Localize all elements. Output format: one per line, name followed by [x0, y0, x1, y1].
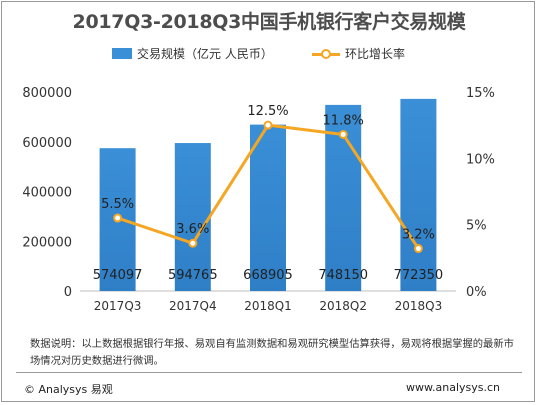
x-tick-label: 2017Q4 — [169, 299, 217, 313]
y-right-tick-label: 10% — [466, 152, 495, 167]
bar-value-label: 594765 — [168, 268, 218, 283]
legend-bar-swatch — [112, 48, 132, 59]
legend-bar-label: 交易规模（亿元 人民币） — [137, 47, 273, 61]
bar — [400, 98, 437, 292]
growth-point — [263, 120, 273, 130]
growth-value-label: 3.2% — [402, 228, 435, 243]
growth-point — [338, 129, 348, 139]
bar-value-label: 772350 — [394, 268, 444, 283]
footer-brand: © Analysys 易观 — [24, 383, 113, 396]
chart-title: 2017Q3-2018Q3中国手机银行客户交易规模 — [72, 11, 466, 33]
y-left-tick-label: 0 — [64, 285, 72, 300]
y-left-tick-label: 200000 — [22, 235, 72, 250]
y-left-tick-label: 400000 — [22, 186, 72, 201]
x-tick-label: 2018Q1 — [244, 299, 292, 313]
bar — [250, 124, 286, 291]
growth-value-label: 11.8% — [323, 113, 364, 128]
y-right-tick-label: 15% — [466, 86, 495, 101]
bar-value-label: 574097 — [93, 268, 143, 283]
growth-value-label: 5.5% — [101, 197, 134, 212]
growth-point — [413, 244, 423, 254]
growth-value-label: 12.5% — [247, 104, 288, 119]
growth-value-label: 3.6% — [176, 222, 209, 237]
x-tick-label: 2018Q3 — [395, 299, 443, 313]
legend-item-line: 环比增长率 — [312, 45, 405, 62]
bar-value-label: 748150 — [318, 268, 368, 283]
y-left-tick-label: 600000 — [22, 136, 72, 151]
legend-item-bar: 交易规模（亿元 人民币） — [112, 45, 273, 62]
y-right-tick-label: 0% — [466, 285, 487, 300]
bar-value-label: 668905 — [243, 268, 293, 283]
bar — [174, 143, 211, 291]
x-tick-label: 2018Q2 — [319, 299, 367, 313]
legend-line-swatch — [312, 48, 340, 60]
data-note: 数据说明：以上数据根据银行年报、易观自有监测数据和易观研究模型估算获得，易观将根… — [30, 338, 514, 367]
legend-line-label: 环比增长率 — [345, 47, 406, 61]
footer-url: www.analysys.cn — [406, 381, 500, 394]
growth-point — [113, 213, 123, 223]
growth-point — [188, 238, 198, 248]
y-right-tick-label: 5% — [466, 219, 487, 234]
y-left-tick-label: 800000 — [22, 86, 72, 101]
footer-divider — [16, 372, 522, 373]
x-tick-label: 2017Q3 — [94, 299, 142, 313]
